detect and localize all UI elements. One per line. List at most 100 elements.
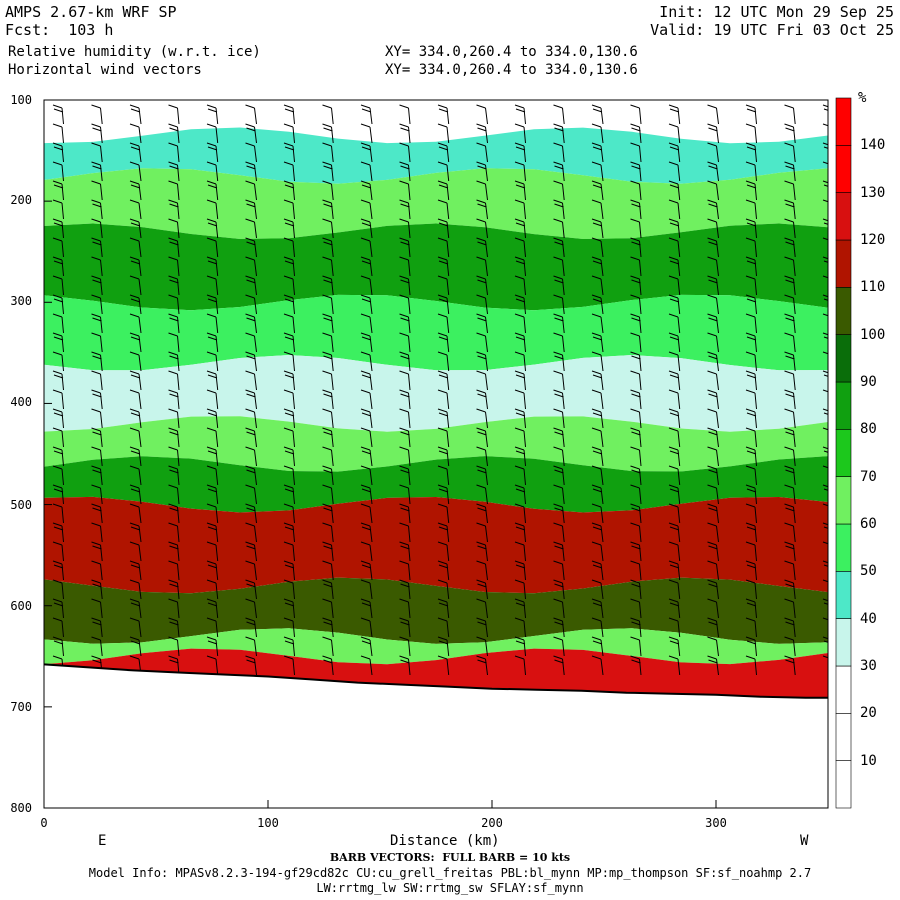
wind-barb-flag [630, 541, 640, 546]
wind-barb-staff [639, 525, 642, 543]
wind-barb-flag [206, 579, 217, 584]
wind-barb-flag [91, 655, 101, 660]
wind-barb-staff [100, 392, 103, 410]
wind-barb-staff [716, 487, 719, 505]
wind-barb-flag [129, 522, 140, 527]
wind-barb-flag [745, 408, 756, 413]
wind-barb-flag [630, 655, 640, 660]
wind-barb-staff [832, 108, 834, 124]
wind-barb-flag [322, 465, 332, 470]
wind-barb-staff [138, 259, 142, 277]
wind-barb-staff [600, 221, 604, 239]
wind-barb-staff [331, 164, 334, 182]
wind-barb-staff [639, 126, 642, 144]
wind-barb-staff [215, 316, 219, 334]
wind-barb-flag [553, 446, 563, 451]
wind-barb-flag [91, 332, 101, 337]
wind-barb-staff [61, 487, 64, 505]
wind-barb-staff [793, 506, 796, 524]
wind-barb-flag [206, 180, 217, 185]
wind-barb-staff [562, 107, 565, 125]
wind-barb-flag [206, 389, 217, 394]
y-tick-label: 100 [10, 93, 32, 107]
wind-barb-staff [138, 430, 142, 448]
wind-barb-flag [745, 465, 756, 470]
wind-barb-flag [129, 427, 140, 432]
wind-barb-flag [322, 218, 332, 223]
wind-barb-flag [669, 564, 680, 569]
wind-barb-staff [716, 506, 719, 524]
wind-barb-staff [793, 392, 796, 410]
wind-barb-staff [61, 411, 64, 429]
wind-barb-staff [716, 544, 719, 562]
wind-barb-flag [92, 165, 102, 170]
wind-barb-flag [785, 355, 795, 360]
wind-barb-flag [630, 256, 640, 261]
wind-barb-flag [514, 370, 525, 375]
wind-barb-flag [514, 503, 525, 508]
wind-barb-staff [485, 658, 488, 676]
wind-barb-staff [331, 506, 334, 524]
wind-barb-flag [785, 241, 795, 246]
wind-barb-flag [399, 199, 409, 204]
wind-barb-staff [254, 487, 257, 505]
wind-barb-flag [707, 408, 717, 413]
wind-barb-flag [515, 602, 526, 607]
wind-barb-flag [53, 564, 64, 569]
wind-barb-flag [514, 161, 525, 166]
colorbar-swatch [835, 712, 852, 761]
wind-barb-staff [177, 449, 180, 467]
wind-barb-staff [215, 411, 219, 429]
wind-barb-flag [477, 127, 487, 132]
wind-barb-staff [215, 297, 219, 315]
wind-barb-staff [408, 601, 411, 619]
wind-barb-flag [322, 560, 332, 565]
wind-barb-flag [399, 161, 409, 166]
x-tick-label: 200 [481, 816, 503, 830]
wind-barb-staff [716, 183, 719, 201]
wind-barb-staff [832, 469, 834, 485]
wind-barb-staff [100, 316, 103, 334]
wind-barb-staff [793, 430, 796, 448]
wind-barb-staff [716, 316, 719, 334]
wind-barb-flag [168, 199, 178, 204]
wind-barb-staff [832, 602, 834, 618]
wind-barb-flag [785, 393, 795, 398]
wind-barb-flag [53, 146, 64, 151]
wind-barb-staff [292, 449, 295, 467]
wind-barb-flag [360, 579, 371, 584]
wind-barb-staff [254, 164, 257, 182]
wind-barb-staff [446, 449, 450, 467]
wind-barb-staff [100, 582, 103, 600]
wind-barb-staff [446, 373, 450, 391]
wind-barb-flag [245, 465, 255, 470]
wind-barb-staff [408, 240, 411, 258]
wind-barb-flag [745, 541, 756, 546]
wind-barb-staff [292, 601, 295, 619]
wind-barb-staff [677, 183, 681, 201]
wind-barb-staff [793, 145, 796, 163]
wind-barb-flag [283, 484, 294, 489]
wind-barb-flag [476, 142, 486, 147]
wind-barb-staff [485, 449, 488, 467]
wind-barb-flag [245, 541, 255, 546]
wind-barb-staff [677, 430, 681, 448]
wind-barb-flag [52, 598, 63, 603]
wind-barb-flag [246, 545, 256, 550]
wind-barb-flag [631, 355, 641, 360]
wind-barb-flag [514, 199, 525, 204]
wind-barb-flag [707, 389, 717, 394]
wind-barb-staff [61, 582, 64, 600]
wind-barb-staff [639, 107, 642, 125]
wind-barb-flag [823, 602, 828, 605]
wind-barb-flag [129, 294, 140, 299]
wind-barb-flag [591, 123, 602, 128]
wind-barb-flag [707, 161, 717, 166]
wind-barb-staff [408, 126, 411, 144]
wind-barb-flag [668, 104, 679, 109]
wind-barb-flag [746, 374, 757, 379]
wind-barb-flag [823, 412, 828, 415]
wind-barb-flag [591, 294, 602, 299]
wind-barb-staff [177, 601, 180, 619]
wind-barb-flag [169, 393, 179, 398]
